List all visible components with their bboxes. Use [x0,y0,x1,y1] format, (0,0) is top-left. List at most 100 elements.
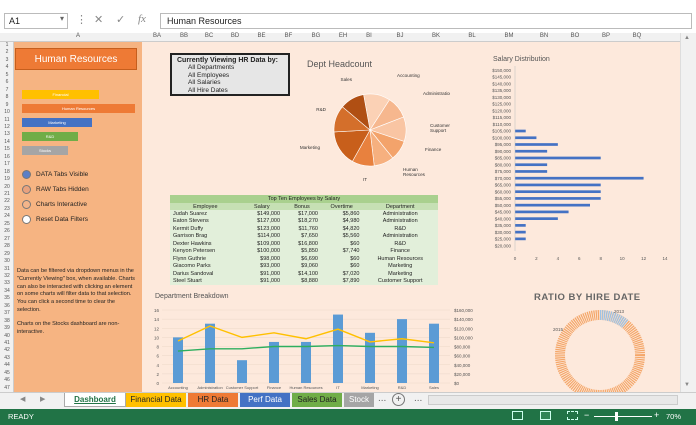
menu-dots-icon[interactable]: ⋮ [76,14,87,26]
salary-bar[interactable] [515,197,601,200]
row-header[interactable]: 4 [5,64,9,71]
column-header[interactable]: A [75,33,80,39]
row-header[interactable]: 27 [4,235,10,242]
salary-bar[interactable] [515,183,601,187]
legend-item[interactable]: Charts Interactive [22,200,87,209]
donut-ring-2013[interactable] [599,310,629,329]
row-header[interactable]: 47 [4,384,10,391]
column-header[interactable]: BG [311,33,321,39]
page-layout-icon[interactable] [540,411,551,420]
breakdown-bar[interactable] [237,360,247,383]
column-header[interactable]: BL [468,33,476,39]
row-header[interactable]: 1 [5,42,9,48]
add-sheet-icon[interactable]: + [392,393,405,406]
name-box[interactable]: A1 [4,13,68,29]
salary-line[interactable] [177,325,435,344]
viewing-hire-dates[interactable]: All Hire Dates [188,86,228,94]
row-header[interactable]: 32 [4,272,10,279]
tab-perf-data[interactable]: Perf Data [240,393,290,407]
row-header[interactable]: 41 [4,340,10,346]
row-header[interactable]: 2 [5,49,9,56]
name-box-dropdown-icon[interactable]: ▾ [60,14,65,23]
row-header[interactable]: 43 [4,354,10,361]
row-header[interactable]: 23 [4,205,10,212]
department-button[interactable]: Financial [22,90,99,99]
column-header[interactable]: BN [539,33,549,39]
row-header[interactable]: 31 [4,265,10,272]
row-header[interactable]: 42 [4,347,10,354]
row-header[interactable]: 18 [4,168,10,175]
page-break-icon[interactable] [567,411,578,420]
zoom-slider[interactable] [594,416,652,417]
normal-view-icon[interactable] [512,411,523,420]
department-button[interactable]: Stocks [22,146,68,155]
row-header[interactable]: 39 [4,325,10,332]
salary-bar[interactable] [515,237,526,241]
column-header[interactable]: BD [230,33,240,39]
salary-bar[interactable] [515,149,548,153]
cancel-icon[interactable]: ✕ [94,14,104,26]
row-header[interactable]: 35 [4,295,10,302]
row-header[interactable]: 36 [4,302,10,309]
formula-input[interactable]: Human Resources [160,13,692,29]
salary-bar[interactable] [515,203,590,207]
row-header[interactable]: 13 [4,131,10,138]
tab-prev-icon[interactable]: ◀ [20,396,26,403]
tab-overflow-icon[interactable]: ... [378,393,387,404]
tab-hr-data[interactable]: HR Data [188,393,238,407]
salary-bar[interactable] [515,136,537,140]
column-header[interactable]: BB [179,33,188,39]
tab-overflow-right-icon[interactable]: ... [414,393,423,404]
row-header[interactable]: 14 [4,138,10,145]
department-button[interactable]: Human Resources [22,104,135,113]
viewing-employees[interactable]: All Employees [188,71,230,79]
breakdown-bar[interactable] [365,332,375,383]
salary-bar[interactable] [515,163,548,167]
hire-donut-chart[interactable]: 2013 2015 [550,303,650,392]
column-header[interactable]: BE [257,33,266,39]
row-header[interactable]: 45 [4,369,10,376]
row-header[interactable]: 10 [4,109,10,116]
row-header[interactable]: 21 [4,191,10,197]
legend-item[interactable]: DATA Tabs Visible [22,170,88,179]
row-header[interactable]: 46 [4,377,10,384]
breakdown-bar[interactable] [173,337,183,383]
zoom-in-button[interactable]: + [654,410,660,420]
row-header[interactable]: 44 [4,362,10,369]
column-header[interactable]: EH [338,33,348,39]
zoom-out-button[interactable]: − [584,410,590,420]
column-header[interactable]: BP [601,33,610,39]
breakdown-bar[interactable] [301,341,311,383]
row-header[interactable]: 3 [5,56,9,63]
row-header[interactable]: 9 [5,101,9,108]
legend-item[interactable]: RAW Tabs Hidden [22,185,89,194]
row-header[interactable]: 17 [4,161,10,168]
viewing-salaries[interactable]: All Salaries [188,79,221,86]
tab-sales-data[interactable]: Sales Data [292,393,342,407]
breakdown-bar[interactable] [205,323,215,383]
breakdown-bar[interactable] [397,319,407,383]
row-header[interactable]: 11 [4,116,10,123]
row-header[interactable]: 8 [5,94,9,101]
row-header[interactable]: 22 [4,198,10,205]
enter-icon[interactable]: ✓ [116,14,126,26]
column-header[interactable]: BA [152,33,161,39]
tab-dashboard[interactable]: Dashboard [64,393,126,407]
row-header[interactable]: 25 [4,220,10,227]
horizontal-scrollbar[interactable] [428,395,678,405]
row-header[interactable]: 30 [4,258,10,265]
column-header[interactable]: BQ [632,33,642,39]
row-header[interactable]: 19 [4,176,10,183]
salary-bar[interactable] [515,143,558,146]
row-header[interactable]: 15 [4,146,10,153]
row-header[interactable]: 24 [4,213,10,220]
breakdown-bar[interactable] [333,314,343,383]
currently-viewing-box[interactable]: Currently Viewing HR Data by: All Depart… [170,53,290,96]
row-header[interactable]: 40 [4,332,10,339]
column-header[interactable]: BO [570,33,580,39]
salary-bar[interactable] [515,217,558,220]
department-button[interactable]: Marketing [22,118,92,127]
tab-financial-data[interactable]: Financial Data [126,393,186,407]
salary-bar[interactable] [515,176,644,180]
row-header[interactable]: 33 [4,280,10,287]
